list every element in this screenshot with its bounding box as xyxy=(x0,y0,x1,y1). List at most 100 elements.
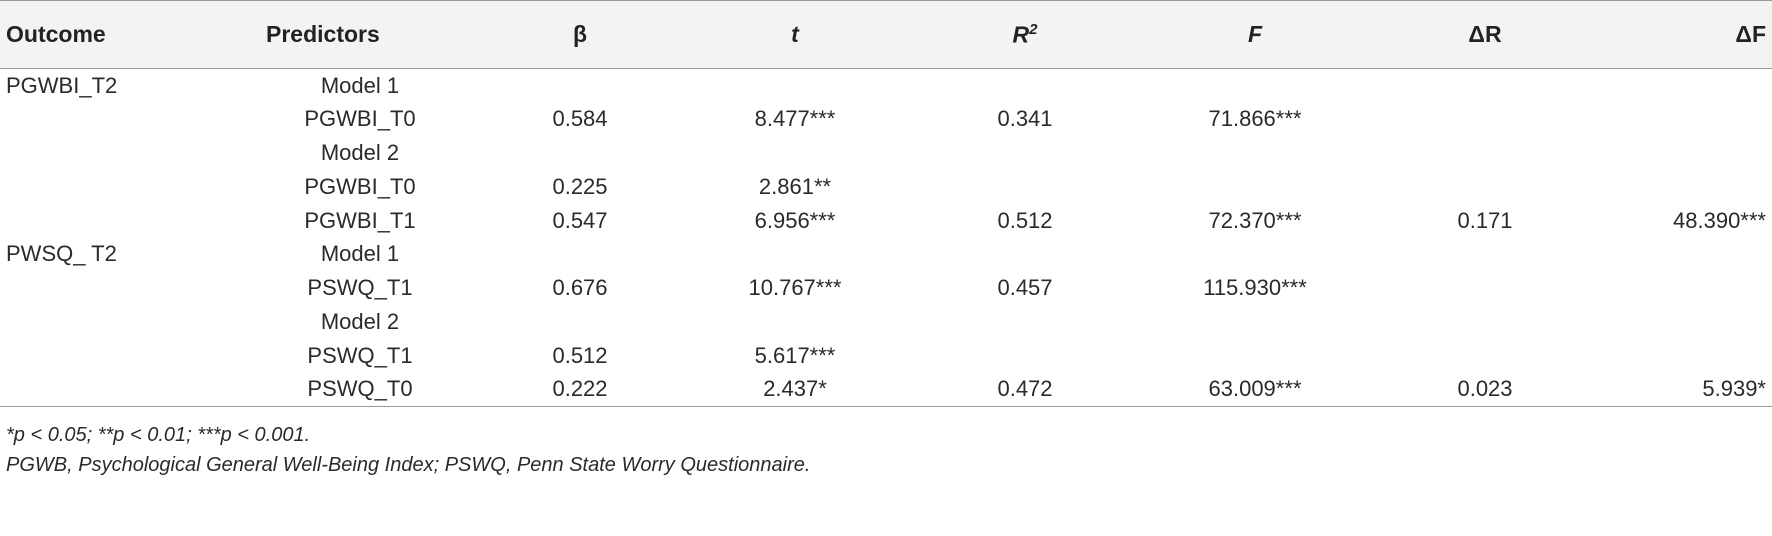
table-row: PSWQ_T1 0.676 10.767*** 0.457 115.930*** xyxy=(0,271,1772,305)
cell-outcome xyxy=(0,204,240,238)
cell-predictor: Model 1 xyxy=(320,72,400,98)
cell-f: 71.866*** xyxy=(1208,106,1302,132)
regression-table-container: Outcome Predictors β t R2 F ΔR ΔF PGWBI_… xyxy=(0,0,1772,407)
cell-f xyxy=(1140,69,1370,103)
header-beta: β xyxy=(572,21,588,47)
cell-f: 63.009*** xyxy=(1208,376,1302,402)
table-row: PSWQ_T1 0.512 5.617*** xyxy=(0,339,1772,373)
cell-outcome xyxy=(0,170,240,204)
header-r2-base: R xyxy=(1012,21,1030,48)
header-t: t xyxy=(791,21,799,47)
cell-predictor: PGWBI_T0 xyxy=(304,173,416,199)
cell-delta-f xyxy=(1600,136,1772,170)
cell-beta xyxy=(480,237,680,271)
cell-predictor: PSWQ_T0 xyxy=(307,376,413,402)
cell-f xyxy=(1140,339,1370,373)
cell-outcome xyxy=(0,339,240,373)
header-row: Outcome Predictors β t R2 F ΔR ΔF xyxy=(0,0,1772,69)
cell-predictor: Model 2 xyxy=(320,308,400,334)
header-r2: R2 xyxy=(910,1,1140,69)
cell-delta-f xyxy=(1600,170,1772,204)
table-footnotes: *p < 0.05; **p < 0.01; ***p < 0.001. PGW… xyxy=(6,420,810,480)
cell-outcome xyxy=(0,305,240,339)
cell-predictor: PGWBI_T0 xyxy=(304,106,416,132)
cell-delta-r: 0.171 xyxy=(1457,207,1513,233)
footnote-significance: *p < 0.05; **p < 0.01; ***p < 0.001. xyxy=(6,424,311,446)
cell-f xyxy=(1140,237,1370,271)
cell-t xyxy=(680,237,910,271)
cell-delta-r xyxy=(1370,69,1600,103)
header-r2-sup: 2 xyxy=(1029,20,1038,38)
table-row: PWSQ_ T2 Model 1 xyxy=(0,237,1772,271)
cell-r2: 0.472 xyxy=(997,376,1053,402)
cell-beta: 0.225 xyxy=(552,173,608,199)
cell-r2: 0.457 xyxy=(997,275,1053,301)
cell-beta: 0.222 xyxy=(552,376,608,402)
cell-r2 xyxy=(910,305,1140,339)
cell-beta: 0.676 xyxy=(552,275,608,301)
header-predictors: Predictors xyxy=(266,21,380,47)
cell-delta-r: 0.023 xyxy=(1457,376,1513,402)
cell-delta-f xyxy=(1600,339,1772,373)
cell-t: 6.956*** xyxy=(754,207,836,233)
cell-t: 2.437* xyxy=(763,376,827,402)
cell-beta: 0.547 xyxy=(552,207,608,233)
cell-r2 xyxy=(910,170,1140,204)
cell-predictor: PSWQ_T1 xyxy=(307,275,413,301)
cell-t xyxy=(680,69,910,103)
table-row: Model 2 xyxy=(0,136,1772,170)
cell-delta-r xyxy=(1370,136,1600,170)
cell-delta-f: 48.390*** xyxy=(1673,207,1766,233)
cell-delta-f xyxy=(1600,69,1772,103)
cell-t: 5.617*** xyxy=(754,342,836,368)
cell-beta: 0.512 xyxy=(552,342,608,368)
cell-f xyxy=(1140,305,1370,339)
cell-delta-f xyxy=(1600,271,1772,305)
cell-predictor: PGWBI_T1 xyxy=(304,207,416,233)
cell-f xyxy=(1140,170,1370,204)
table-row: PSWQ_T0 0.222 2.437* 0.472 63.009*** 0.0… xyxy=(0,373,1772,407)
cell-r2 xyxy=(910,69,1140,103)
cell-outcome: PWSQ_ T2 xyxy=(6,241,117,267)
cell-predictor: Model 1 xyxy=(320,241,400,267)
cell-predictor: PSWQ_T1 xyxy=(307,342,413,368)
cell-r2: 0.512 xyxy=(997,207,1053,233)
cell-f: 115.930*** xyxy=(1203,275,1307,301)
footnote-abbreviations: PGWB, Psychological General Well-Being I… xyxy=(6,454,811,476)
cell-t xyxy=(680,305,910,339)
cell-outcome xyxy=(0,136,240,170)
cell-r2 xyxy=(910,136,1140,170)
cell-t: 10.767*** xyxy=(748,275,842,301)
cell-outcome xyxy=(0,373,240,407)
cell-delta-f xyxy=(1600,305,1772,339)
cell-t: 2.861** xyxy=(758,173,832,199)
cell-delta-r xyxy=(1370,339,1600,373)
table-row: Model 2 xyxy=(0,305,1772,339)
cell-beta xyxy=(480,69,680,103)
cell-beta: 0.584 xyxy=(552,106,608,132)
cell-r2 xyxy=(910,237,1140,271)
header-f: F xyxy=(1247,21,1263,47)
regression-table: Outcome Predictors β t R2 F ΔR ΔF PGWBI_… xyxy=(0,0,1772,407)
table-row: PGWBI_T0 0.584 8.477*** 0.341 71.866*** xyxy=(0,102,1772,136)
table-header: Outcome Predictors β t R2 F ΔR ΔF xyxy=(0,0,1772,69)
cell-outcome xyxy=(0,102,240,136)
table-row: PGWBI_T0 0.225 2.861** xyxy=(0,170,1772,204)
cell-predictor: Model 2 xyxy=(320,139,400,165)
cell-f xyxy=(1140,136,1370,170)
cell-outcome: PGWBI_T2 xyxy=(6,72,118,98)
cell-delta-r xyxy=(1370,170,1600,204)
header-delta-f: ΔF xyxy=(1735,21,1766,47)
header-outcome: Outcome xyxy=(6,21,106,47)
cell-outcome xyxy=(0,271,240,305)
cell-delta-r xyxy=(1370,271,1600,305)
table-row: PGWBI_T1 0.547 6.956*** 0.512 72.370*** … xyxy=(0,204,1772,238)
cell-delta-r xyxy=(1370,237,1600,271)
header-delta-r: ΔR xyxy=(1468,21,1502,47)
cell-t xyxy=(680,136,910,170)
table-body: PGWBI_T2 Model 1 PGWBI_T0 0.584 8.477***… xyxy=(0,69,1772,407)
cell-f: 72.370*** xyxy=(1208,207,1302,233)
cell-delta-r xyxy=(1370,305,1600,339)
table-row: PGWBI_T2 Model 1 xyxy=(0,69,1772,103)
cell-delta-f xyxy=(1600,102,1772,136)
